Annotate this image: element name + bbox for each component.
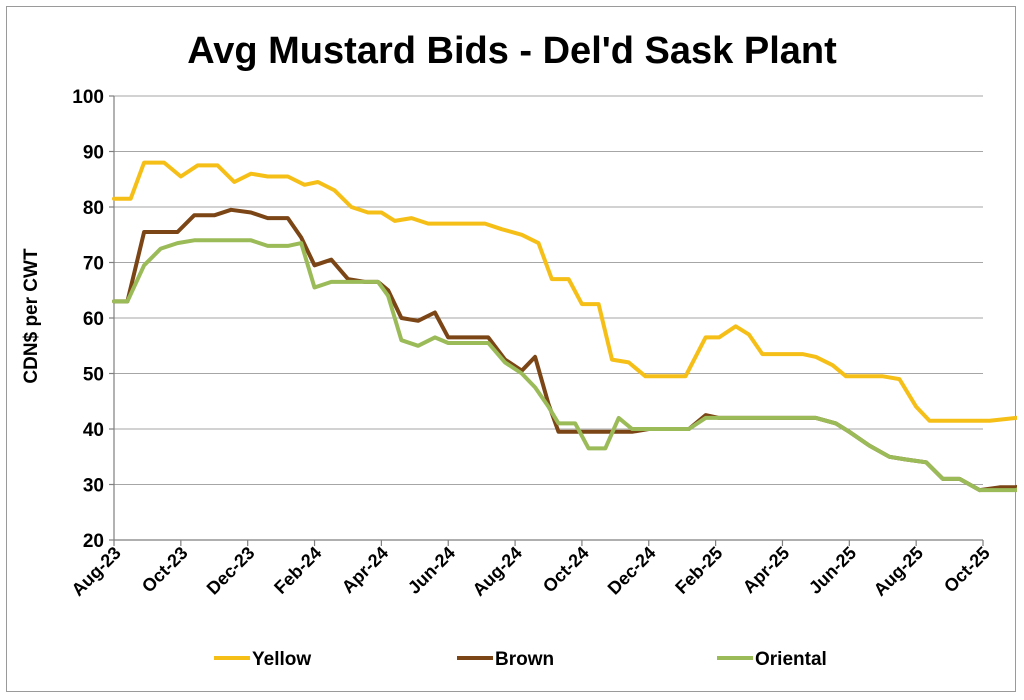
- y-tick-label: 80: [83, 198, 104, 219]
- x-tick-label: Jun-24: [404, 543, 459, 598]
- line-chart: Avg Mustard Bids - Del'd Sask Plant 20 30…: [21, 30, 1024, 670]
- x-tick-label: Dec-24: [604, 543, 660, 599]
- x-tick-label: Oct-25: [940, 543, 994, 597]
- series-line-yellow: [112, 160, 1024, 423]
- series-line-brown: [112, 207, 1024, 493]
- x-tick-label: Jun-25: [805, 543, 860, 598]
- x-tick-label: Oct-23: [138, 543, 192, 597]
- x-tick-label: Oct-24: [539, 543, 593, 597]
- x-tick-label: Apr-24: [338, 543, 392, 597]
- y-axis-label: CDN$ per CWT: [21, 248, 42, 384]
- y-tick-label: 60: [83, 309, 104, 330]
- y-tick-labels: 20 30 40 50 60 70 80 90 100: [72, 87, 104, 552]
- x-tick-label: Aug-25: [870, 543, 927, 600]
- legend: Yellow Brown Oriental: [214, 649, 827, 670]
- y-tick-label: 100: [72, 87, 104, 108]
- y-tick-label: 50: [83, 365, 104, 386]
- legend-label-oriental: Oriental: [755, 649, 827, 670]
- x-tick-label: Aug-24: [469, 543, 526, 600]
- chart-title: Avg Mustard Bids - Del'd Sask Plant: [187, 30, 837, 72]
- x-tick-label: Feb-25: [671, 543, 726, 598]
- gridlines: [114, 95, 983, 485]
- legend-label-brown: Brown: [495, 649, 554, 670]
- y-tick-label: 20: [83, 531, 104, 552]
- x-tick-label: Dec-23: [203, 543, 259, 599]
- x-tick-label: Feb-24: [270, 543, 325, 598]
- x-tick-labels: Aug-23 Oct-23 Dec-23 Feb-24 Apr-24 Jun-24 Aug-…: [68, 543, 994, 600]
- x-tick-label: Apr-25: [739, 543, 793, 597]
- series-lines: [112, 160, 1024, 493]
- axes: [109, 95, 984, 546]
- y-tick-label: 40: [83, 420, 104, 441]
- chart-frame: Avg Mustard Bids - Del'd Sask Plant 20 30…: [6, 6, 1024, 692]
- series-line-oriental: [112, 238, 1024, 493]
- legend-label-yellow: Yellow: [252, 649, 311, 670]
- y-tick-label: 70: [83, 254, 104, 275]
- y-tick-label: 30: [83, 476, 104, 497]
- y-tick-label: 90: [83, 143, 104, 164]
